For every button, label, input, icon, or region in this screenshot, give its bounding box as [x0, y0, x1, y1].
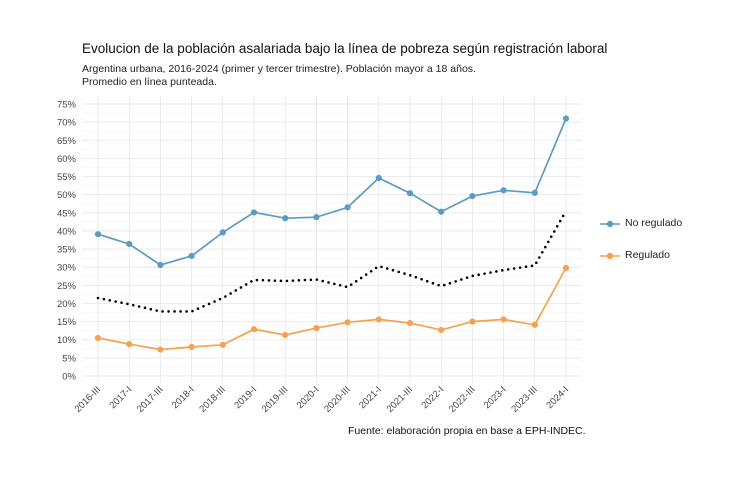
y-tick-label: 60%: [57, 154, 77, 165]
x-tick-label: 2016-III: [73, 384, 104, 415]
data-point: [438, 208, 445, 215]
data-point: [250, 326, 258, 333]
source-caption: Fuente: elaboración propia en base a EPH…: [348, 425, 586, 437]
data-point: [500, 187, 507, 194]
y-tick-label: 30%: [57, 263, 77, 274]
legend-key-regulado: [600, 252, 620, 260]
legend-label-no-regulado: No regulado: [625, 217, 683, 229]
x-tick-label: 2017-I: [107, 384, 134, 411]
data-point: [126, 340, 133, 348]
data-point: [500, 316, 507, 323]
data-point: [562, 115, 570, 122]
legend-item-no-regulado: No regulado: [598, 214, 723, 234]
data-point: [531, 189, 538, 196]
x-tick-label: 2021-I: [357, 384, 384, 411]
y-tick-label: 10%: [57, 335, 77, 346]
x-tick-label: 2020-III: [322, 384, 353, 415]
x-tick-label: 2022-III: [447, 384, 478, 415]
data-point: [250, 209, 258, 216]
y-tick-label: 20%: [57, 299, 77, 310]
y-tick-label: 75%: [57, 100, 77, 111]
data-point: [188, 343, 195, 351]
y-tick-label: 55%: [57, 172, 77, 183]
x-tick-label: 2022-I: [419, 384, 446, 411]
x-tick-label: 2019-I: [232, 384, 259, 411]
x-tick-label: 2021-III: [385, 384, 416, 415]
y-tick-label: 25%: [57, 281, 77, 292]
x-axis: 2016-III 2017-I 2017-III 2018-I 2018-III 2019…: [73, 384, 572, 415]
data-point: [282, 331, 289, 339]
x-tick-label: 2019-III: [260, 384, 291, 415]
chart-subtitle: Argentina urbana, 2016-2024 (primer y te…: [82, 63, 476, 88]
data-point: [562, 264, 570, 272]
chart-title: Evolucion de la población asalariada baj…: [82, 41, 608, 56]
data-point: [406, 190, 414, 197]
y-tick-label: 65%: [57, 136, 77, 147]
data-point: [157, 346, 164, 353]
data-point: [157, 261, 164, 269]
data-point: [313, 214, 320, 221]
data-point: [94, 231, 102, 238]
x-tick-label: 2020-I: [295, 384, 322, 411]
series-line-0: [97, 118, 567, 266]
legend-item-regulado: Regulado: [598, 246, 723, 266]
data-point: [344, 204, 351, 211]
series-lines: [94, 115, 570, 353]
legend-key-no-regulado: [600, 220, 620, 228]
data-point: [313, 325, 320, 332]
data-point: [219, 229, 226, 236]
plot-background: [82, 96, 582, 383]
x-tick-label: 2024-I: [544, 384, 571, 411]
data-point: [94, 334, 102, 342]
y-axis: 0% 5% 10% 15% 20% 25% 30% 35% 40% 45% 50% 55% 60% 65%…: [57, 100, 77, 383]
data-point: [344, 319, 351, 326]
data-point: [126, 240, 133, 248]
y-tick-label: 50%: [57, 190, 77, 201]
y-tick-label: 15%: [57, 317, 77, 328]
data-point: [469, 193, 476, 200]
y-tick-label: 40%: [57, 226, 77, 237]
data-point: [406, 319, 414, 327]
y-tick-label: 45%: [57, 208, 77, 219]
x-tick-label: 2017-III: [135, 384, 166, 415]
data-point: [469, 318, 476, 325]
legend-label-regulado: Regulado: [625, 249, 670, 261]
x-tick-label: 2018-III: [197, 384, 228, 415]
data-point: [188, 252, 195, 260]
y-tick-label: 35%: [57, 245, 77, 256]
series-line-1: [97, 267, 567, 351]
data-point: [531, 321, 538, 328]
x-tick-label: 2023-III: [509, 384, 540, 415]
data-point: [375, 174, 382, 182]
x-tick-label: 2018-I: [170, 384, 197, 411]
y-tick-label: 0%: [62, 372, 76, 383]
data-point: [219, 341, 226, 348]
data-point: [438, 326, 445, 334]
y-tick-label: 5%: [62, 353, 76, 364]
x-tick-label: 2023-I: [482, 384, 509, 411]
data-point: [375, 316, 382, 323]
y-tick-label: 70%: [57, 118, 77, 129]
data-point: [282, 215, 289, 222]
